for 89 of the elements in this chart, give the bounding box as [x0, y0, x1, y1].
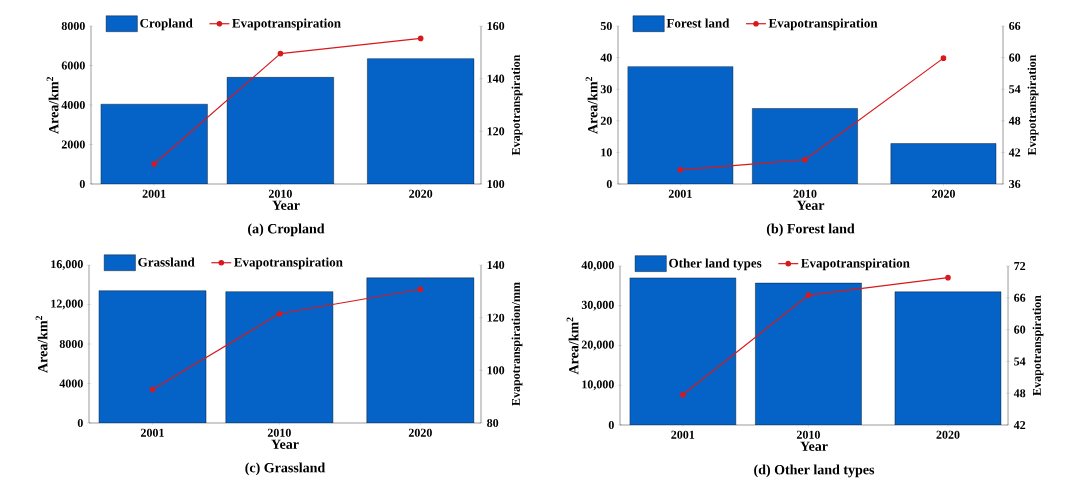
- legend-label: Evapotranspiration: [768, 18, 878, 31]
- y-axis-title: Area/km$^{2}$: [46, 76, 59, 134]
- x-axis-title: Year: [800, 441, 828, 451]
- y2-tick-label: 72: [1014, 262, 1026, 270]
- y2-tick-label: 54: [1009, 85, 1021, 94]
- point: [276, 310, 283, 317]
- y2-tick-label: 42: [1013, 421, 1026, 429]
- y2-axis-title: Evapotranspiration: [511, 54, 523, 156]
- point: [945, 274, 951, 281]
- x-axis-title: Year: [271, 439, 299, 449]
- y2-tick-label: 48: [1013, 389, 1026, 398]
- point: [677, 166, 684, 173]
- legend-label: Other land types: [669, 258, 762, 271]
- x-tick-label: 2010: [267, 428, 291, 437]
- y-tick-label: 10: [601, 148, 612, 157]
- point: [149, 386, 156, 393]
- y2-tick-label: 100: [487, 179, 505, 189]
- y-tick-label: 8000: [61, 21, 85, 31]
- y2-tick-label: 60: [1009, 53, 1021, 62]
- legend-label: Evapotranspiration: [232, 18, 341, 31]
- y-tick-label: 16,000: [51, 260, 83, 270]
- x-axis-title: Year: [272, 200, 300, 210]
- x-tick-label: 2020: [408, 428, 432, 437]
- y2-tick-label: 120: [487, 127, 505, 136]
- y2-tick-label: 60: [1014, 325, 1026, 334]
- y-tick-label: 30: [600, 85, 612, 94]
- y-tick-label: 12,000: [51, 299, 83, 310]
- y-tick-label: 10,000: [582, 380, 614, 391]
- x-tick-label: 2020: [931, 189, 955, 198]
- y-axis-title: Area/km$^{2}$: [35, 315, 48, 373]
- text: (b) Forest land: [766, 223, 855, 237]
- y2-tick-label: 66: [1014, 293, 1026, 302]
- point: [805, 292, 812, 298]
- legend-label: Forest land: [666, 18, 730, 28]
- y-tick-label: 50: [600, 21, 612, 31]
- y2-tick-label: 100: [487, 366, 505, 375]
- y-tick-label: 0: [606, 179, 612, 189]
- y2-tick-label: 36: [1009, 179, 1021, 189]
- y-tick-label: 4000: [59, 379, 83, 388]
- x-tick-label: 2001: [142, 189, 166, 198]
- point: [940, 55, 947, 61]
- y2-tick-label: 140: [487, 74, 505, 83]
- y-axis-title: Area/km$^{2}$: [585, 76, 598, 134]
- y2-axis-title: Evapotranspiration: [1032, 295, 1044, 396]
- text: (d) Other land types: [754, 464, 875, 478]
- y-tick-label: 4000: [61, 100, 85, 110]
- y2-tick-label: 54: [1014, 357, 1026, 366]
- y-tick-label: 0: [79, 179, 85, 189]
- x-tick-label: 2010: [793, 189, 817, 198]
- y2-tick-label: 140: [487, 260, 505, 270]
- x-tick-label: 2010: [796, 430, 820, 439]
- y2-tick-label: 48: [1008, 116, 1021, 125]
- y-tick-label: 0: [608, 420, 614, 430]
- point: [151, 161, 157, 167]
- x-axis-title: Year: [796, 200, 825, 210]
- legend-label: Evapotranspiration: [801, 258, 910, 271]
- y-tick-label: 20,000: [581, 340, 614, 351]
- y2-axis-title: Evapotranspiration/mm: [511, 282, 523, 406]
- x-tick-label: 2001: [140, 428, 164, 437]
- x-tick-label: 2020: [409, 189, 433, 198]
- point: [277, 50, 284, 57]
- y-tick-label: 6000: [61, 61, 85, 70]
- x-tick-label: 2020: [936, 430, 960, 439]
- point: [802, 156, 808, 163]
- y-tick-label: 2000: [61, 140, 85, 149]
- y2-tick-label: 42: [1008, 148, 1021, 157]
- x-tick-label: 2001: [671, 430, 695, 439]
- x-tick-label: 2001: [668, 189, 692, 198]
- y2-tick-label: 66: [1009, 21, 1021, 31]
- legend-label: Evapotranspiration: [234, 257, 343, 270]
- y2-tick-label: 80: [487, 418, 499, 428]
- y-tick-label: 8000: [59, 339, 83, 349]
- y-tick-label: 40,000: [581, 261, 614, 271]
- legend-label: Grassland: [138, 257, 195, 267]
- y2-tick-label: 120: [487, 313, 505, 322]
- x-tick-label: 2010: [268, 189, 292, 198]
- text: (c) Grassland: [245, 462, 326, 476]
- text: (a) Cropland: [248, 223, 325, 237]
- y-tick-label: 0: [77, 418, 83, 428]
- legend-label: Cropland: [140, 18, 193, 31]
- y-tick-label: 40: [600, 53, 612, 62]
- point: [417, 35, 424, 42]
- y2-tick-label: 160: [487, 21, 505, 31]
- y-axis-title: Area/km$^{2}$: [566, 317, 579, 375]
- y-tick-label: 30,000: [581, 300, 614, 311]
- y2-axis-title: Evapotranspiration: [1027, 54, 1039, 156]
- y-tick-label: 20: [600, 116, 612, 125]
- point: [417, 286, 424, 293]
- point: [680, 392, 686, 398]
